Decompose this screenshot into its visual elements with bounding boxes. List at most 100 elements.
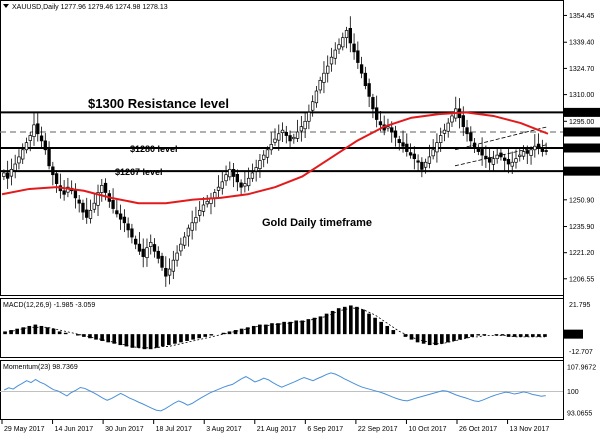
candle — [194, 206, 198, 231]
candle — [28, 131, 32, 152]
candle — [348, 16, 352, 53]
candle — [344, 26, 349, 49]
candle — [322, 61, 326, 94]
candle — [484, 145, 488, 168]
moving-average-layer — [1, 111, 549, 205]
date-tick-label: 13 Nov 2017 — [510, 426, 550, 433]
candle — [167, 258, 172, 285]
candle — [514, 149, 518, 169]
candle — [17, 149, 21, 170]
candle — [288, 130, 292, 148]
candle — [310, 95, 315, 117]
candle — [356, 41, 360, 69]
candle — [220, 171, 224, 195]
candle — [73, 183, 78, 209]
candle — [36, 113, 40, 142]
candle — [126, 217, 130, 238]
candle — [412, 146, 416, 170]
candle — [111, 188, 115, 214]
candle — [209, 192, 213, 215]
level-price-tag — [563, 166, 600, 176]
candle — [254, 159, 258, 182]
candle — [284, 125, 288, 144]
candle — [5, 160, 10, 189]
candle — [141, 238, 145, 268]
candle — [152, 238, 157, 258]
candle — [525, 145, 529, 165]
candle — [540, 139, 545, 157]
price-tick-label: 1295.00 — [569, 119, 594, 126]
candle — [299, 115, 304, 142]
momentum-line — [4, 372, 546, 412]
candle — [224, 165, 228, 186]
candle — [186, 224, 191, 247]
candle — [269, 132, 273, 155]
candle — [69, 180, 74, 195]
macd-tick-label: 0.00 — [569, 332, 583, 339]
symbol-ohlc-header: XAUUSD,Daily 1277.96 1279.46 1274.98 127… — [12, 4, 168, 11]
price-tick-label: 1324.70 — [569, 66, 594, 73]
level-price-tag — [563, 127, 600, 137]
candle — [397, 135, 401, 151]
candle — [401, 130, 405, 153]
candle — [231, 162, 236, 188]
candle — [100, 178, 104, 202]
candle — [179, 237, 183, 256]
macd-signal-line — [4, 307, 545, 349]
candle — [130, 223, 134, 244]
level-price-label: 1280.00 — [568, 146, 593, 153]
candle — [164, 256, 168, 287]
candle — [149, 234, 153, 255]
candle — [62, 180, 66, 201]
timeframe-annotation: Gold Daily timeframe — [262, 217, 372, 229]
candle — [235, 169, 240, 192]
candle — [43, 133, 47, 155]
macd-histogram: 21.795 0.00 -12.707 — [3, 302, 593, 356]
candle — [480, 137, 484, 166]
candle — [198, 201, 202, 222]
momentum-tick-label: 93.0655 — [567, 411, 592, 418]
candle — [442, 123, 447, 142]
candle — [439, 127, 443, 152]
candle — [352, 33, 356, 60]
candle — [461, 106, 465, 136]
date-tick-label: 6 Sep 2017 — [307, 426, 343, 433]
candle — [533, 134, 537, 158]
candle — [295, 119, 300, 142]
candle — [280, 122, 285, 142]
price-tick-label: 1354.45 — [569, 13, 594, 20]
candle — [521, 145, 526, 160]
candle — [292, 133, 296, 144]
candle — [122, 209, 127, 233]
candle — [262, 150, 266, 168]
level-price-label: 1289.00 — [568, 129, 593, 136]
candle — [408, 143, 413, 159]
candle — [54, 170, 59, 193]
date-tick-label: 22 Sep 2017 — [358, 426, 398, 433]
level-price-label: 1267.00 — [568, 169, 593, 176]
candle — [454, 96, 458, 122]
momentum-tick-label: 100 — [567, 389, 579, 396]
candle — [88, 199, 93, 224]
candle — [544, 142, 548, 156]
candle — [307, 104, 311, 130]
candle — [303, 112, 307, 139]
momentum-title: Momentum(23) 98.7369 — [3, 364, 78, 371]
candle — [536, 133, 541, 155]
price-axis-ticks: 1354.45 1339.40 1324.70 1310.00 1295.00 1250.… — [563, 13, 600, 283]
dropdown-triangle-icon[interactable] — [3, 4, 9, 8]
candle — [58, 173, 63, 199]
candle — [491, 150, 496, 171]
candle — [77, 195, 81, 213]
candle — [529, 146, 533, 165]
date-tick-label: 26 Oct 2017 — [459, 426, 497, 433]
candle — [277, 124, 281, 151]
candle — [239, 179, 243, 196]
candle — [333, 42, 337, 65]
macd-zero-tag — [563, 329, 583, 339]
candle — [431, 139, 435, 160]
candle — [182, 232, 187, 249]
price-tick-label: 1310.00 — [569, 92, 594, 99]
candle — [250, 163, 255, 182]
